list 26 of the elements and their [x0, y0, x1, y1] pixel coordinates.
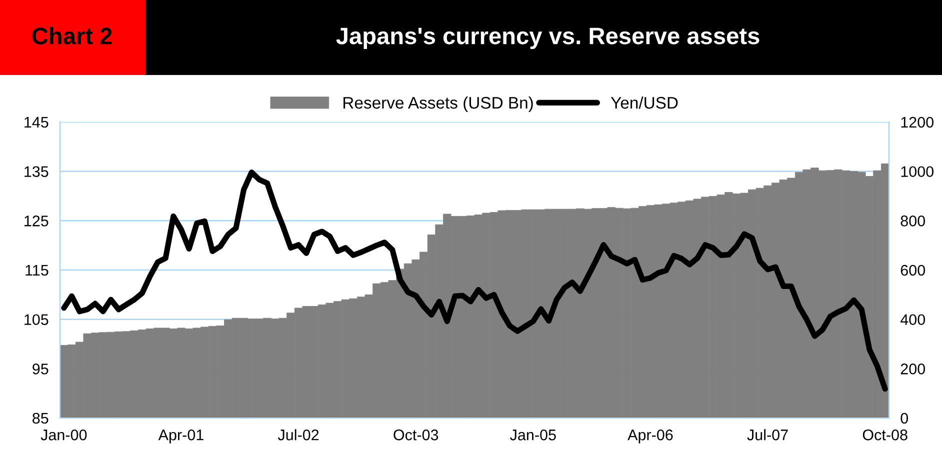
legend-label: Reserve Assets (USD Bn) — [344, 96, 533, 112]
y-tick-label: 105 — [24, 314, 48, 326]
x-tick-label: Oct-08 — [862, 430, 908, 440]
x-tick-label: Jan-05 — [510, 430, 556, 440]
x-tick-label: Apr-06 — [628, 430, 673, 444]
chart-title: Japans's currency vs. Reserve assets — [336, 28, 760, 50]
y-tick-label: 125 — [24, 216, 48, 226]
y2-tick-label: 600 — [900, 264, 926, 276]
y-tick-label: 145 — [24, 117, 48, 128]
y2-tick-label: 1000 — [901, 166, 934, 178]
x-tick-label: Apr-01 — [158, 430, 204, 444]
caption: Chart 2 — [32, 26, 112, 44]
x-tick-label: Jul-02 — [278, 429, 319, 440]
y-tick-label: 115 — [26, 265, 48, 276]
x-tick-label: Oct-03 — [394, 430, 438, 440]
legend-label: Yen/USD — [610, 96, 678, 109]
y-tick-label: 95 — [32, 364, 48, 374]
y2-tick-label: 400 — [900, 314, 926, 326]
y2-tick-label: 0 — [900, 412, 908, 424]
x-tick-label: Jul-07 — [747, 429, 788, 440]
y-tick-label: 135 — [24, 166, 48, 178]
x-tick-label: Jan-00 — [40, 430, 87, 440]
y2-tick-label: 800 — [900, 216, 926, 226]
y2-tick-label: 1200 — [901, 116, 934, 128]
y2-tick-label: 200 — [900, 364, 926, 374]
y-tick-label: 85 — [32, 412, 48, 424]
